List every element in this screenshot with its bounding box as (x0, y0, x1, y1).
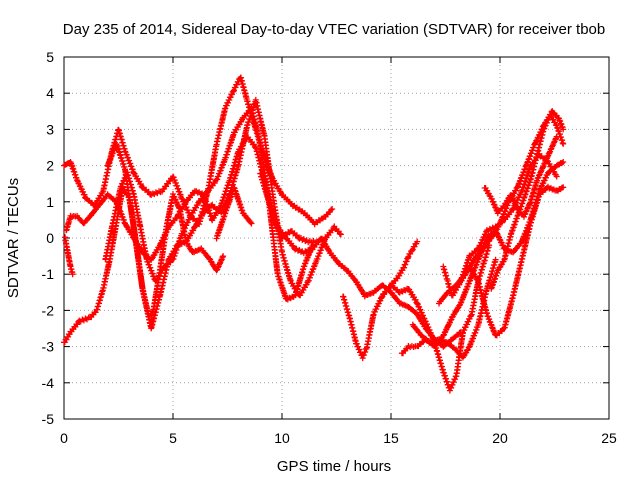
sat-track-15 (488, 111, 567, 292)
y-tick-label: 2 (46, 158, 54, 174)
y-tick-label: -2 (42, 302, 55, 318)
sat-track-4 (61, 183, 227, 346)
data-points (340, 238, 421, 362)
y-tick-label: 4 (46, 85, 54, 101)
series-group (61, 74, 567, 394)
axes: 0 5 10 15 20 25 -5 -4 -3 -2 -1 0 1 2 3 4 5 (42, 49, 617, 446)
data-points (213, 184, 255, 242)
data-points (102, 104, 316, 303)
sat-track-9 (340, 238, 421, 362)
y-tick-label: 5 (46, 49, 54, 65)
sat-track-7 (213, 184, 255, 242)
x-tick-label: 5 (169, 430, 177, 446)
sat-track-17 (481, 133, 560, 220)
data-points (481, 133, 560, 220)
sat-track-16 (436, 108, 567, 307)
y-tick-label: -1 (42, 266, 55, 282)
x-axis-label: GPS time / hours (277, 458, 391, 475)
data-points (488, 111, 567, 292)
data-points (61, 183, 227, 346)
y-tick-label: -4 (42, 375, 55, 391)
y-tick-label: -3 (42, 339, 55, 355)
y-tick-label: 0 (46, 230, 54, 246)
sat-track-5 (102, 104, 316, 303)
x-tick-label: 10 (274, 430, 290, 446)
sat-track-3 (62, 234, 76, 278)
x-tick-label: 20 (492, 430, 508, 446)
y-tick-label: -5 (42, 411, 55, 427)
x-tick-label: 0 (60, 430, 68, 446)
plot-frame (63, 56, 610, 420)
x-tick-label: 25 (601, 430, 617, 446)
data-points (436, 108, 567, 307)
y-axis-label: SDTVAR / TECUs (5, 178, 22, 298)
x-tick-label: 15 (383, 430, 399, 446)
y-tick-label: 1 (46, 194, 54, 210)
chart-title: Day 235 of 2014, Sidereal Day-to-day VTE… (63, 21, 605, 38)
y-tick-label: 3 (46, 121, 54, 137)
data-points (62, 234, 76, 278)
